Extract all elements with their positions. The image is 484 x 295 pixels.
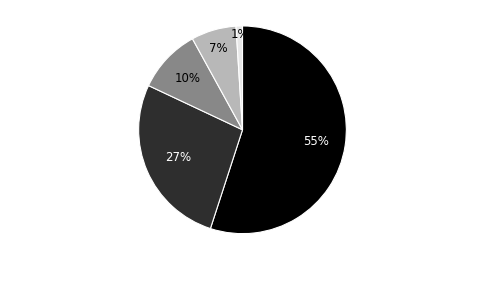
Text: 1%: 1% <box>230 28 248 41</box>
Text: 7%: 7% <box>209 42 227 55</box>
Text: 10%: 10% <box>175 72 200 85</box>
Wedge shape <box>138 86 242 229</box>
Wedge shape <box>148 39 242 130</box>
Legend: 4-7 dni, 2-3 dni, brak odpowiedzi, 8-14 dni, powyżej 14 dni: 4-7 dni, 2-3 dni, brak odpowiedzi, 8-14 … <box>41 292 443 295</box>
Wedge shape <box>210 26 346 234</box>
Text: 55%: 55% <box>303 135 329 148</box>
Wedge shape <box>236 26 242 130</box>
Text: 27%: 27% <box>164 151 190 164</box>
Wedge shape <box>192 26 242 130</box>
